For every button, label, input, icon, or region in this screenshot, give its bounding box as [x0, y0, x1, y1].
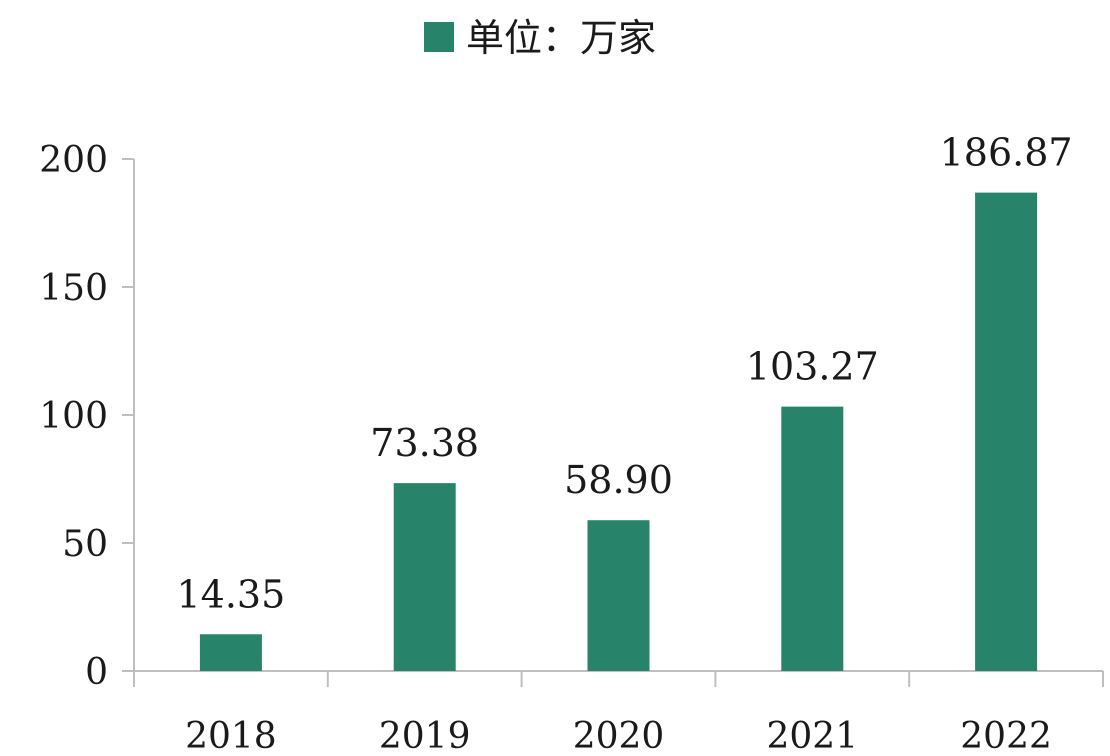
bars: [199, 192, 1038, 671]
y-tick-label: 50: [62, 524, 108, 565]
bar-2022: [975, 192, 1038, 671]
x-tick-label: 2021: [766, 716, 858, 756]
y-tick-label: 100: [39, 396, 108, 437]
x-tick-label: 2022: [960, 716, 1052, 756]
x-tick-label: 2020: [573, 716, 665, 756]
x-tick-label: 2018: [185, 716, 277, 756]
legend: 单位：万家: [424, 16, 656, 60]
data-label-2018: 14.35: [177, 572, 286, 616]
data-label-2022: 186.87: [940, 131, 1073, 175]
bar-2019: [393, 483, 456, 671]
y-axis: 0 50 100 150 200: [39, 140, 135, 693]
x-tick-label: 2019: [379, 716, 471, 756]
y-tick-label: 200: [39, 140, 108, 181]
y-tick-label: 150: [39, 268, 108, 309]
y-tick-label: 0: [85, 652, 108, 693]
data-label-2021: 103.27: [746, 345, 879, 389]
legend-label: 单位：万家: [466, 16, 656, 60]
x-axis: 2018 2019 2020 2021 2022: [133, 670, 1104, 756]
bar-2021: [781, 406, 844, 671]
bar-2020: [587, 520, 650, 671]
data-label-2020: 58.90: [564, 458, 673, 502]
legend-swatch: [424, 22, 454, 52]
bar-2018: [199, 634, 262, 671]
data-labels: 14.35 73.38 58.90 103.27 186.87: [177, 131, 1073, 617]
data-label-2019: 73.38: [370, 421, 479, 465]
